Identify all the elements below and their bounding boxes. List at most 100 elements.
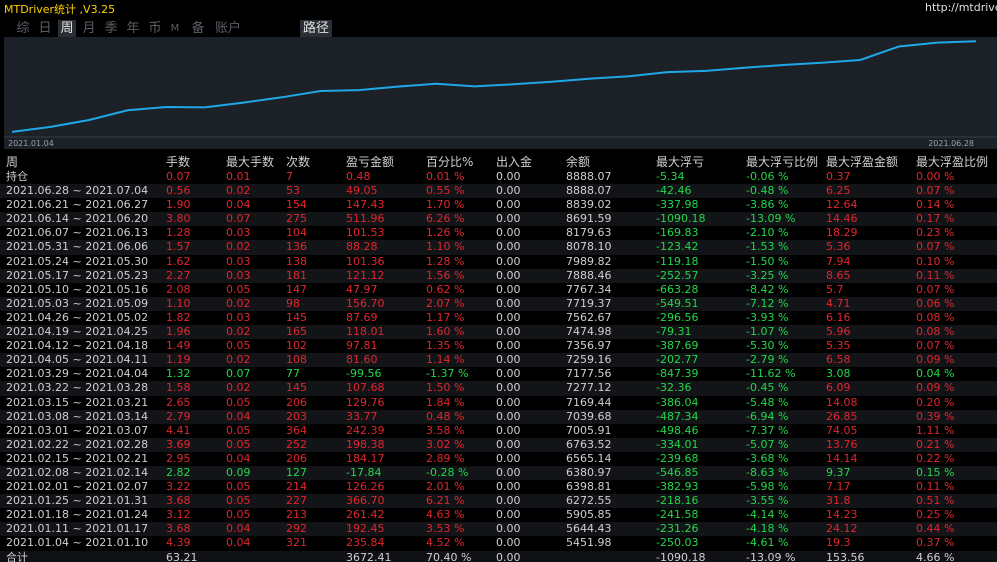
cell-flow: 0.00 (496, 353, 521, 367)
balance-chart-svg: 2021.01.04 2021.06.28 (4, 40, 997, 148)
cell-week: 2021.03.29 ~ 2021.04.04 (6, 367, 149, 381)
table-row[interactable]: 2021.06.07 ~ 2021.06.13 1.28 0.03 104 101.53… (0, 226, 997, 240)
table-row[interactable]: 2021.03.01 ~ 2021.03.07 4.41 0.05 364 242.39… (0, 424, 997, 438)
cell-lots: 1.32 (166, 367, 191, 381)
table-row[interactable]: 2021.03.22 ~ 2021.03.28 1.58 0.02 145 107.68… (0, 381, 997, 396)
tab-account[interactable]: 账户 (214, 21, 241, 36)
cell-max-drawdown: -231.26 (656, 522, 699, 536)
table-row[interactable]: 2021.04.19 ~ 2021.04.25 1.96 0.02 165 118.01… (0, 325, 997, 340)
table-row[interactable]: 2021.05.17 ~ 2021.05.23 2.27 0.03 181 121.12… (0, 268, 997, 283)
cell-max-lots: 0.07 (226, 212, 251, 226)
cell-balance: 7356.97 (566, 339, 612, 353)
cell-lots: 4.41 (166, 423, 191, 437)
cell-max-drawdown: -549.51 (656, 296, 699, 310)
cell-max-drawdown-pct: -5.30 % (746, 339, 789, 353)
table-row[interactable]: 2021.03.15 ~ 2021.03.21 2.65 0.05 206 129.76… (0, 396, 997, 410)
cell-max-drawdown-pct: -6.94 % (746, 409, 789, 423)
col-header-pnl[interactable]: 盈亏金额 (346, 155, 395, 169)
cell-max-drawdown-pct: -7.12 % (746, 296, 789, 310)
cell-pct: 6.26 % (426, 212, 465, 226)
table-row[interactable]: 2021.03.29 ~ 2021.04.04 1.32 0.07 77 -99.56 -… (0, 367, 997, 381)
tab-currency[interactable]: 币 (148, 21, 162, 36)
cell-max-float-profit-pct: 0.07 % (916, 184, 955, 198)
cell-week: 2021.05.10 ~ 2021.05.16 (6, 282, 149, 296)
table-row[interactable]: 2021.04.26 ~ 2021.05.02 1.82 0.03 145 87.69 1… (0, 311, 997, 325)
cell-max-drawdown-pct: -4.61 % (746, 536, 789, 550)
col-header-max-drawdown[interactable]: 最大浮亏 (656, 155, 705, 169)
cell-max-drawdown: -498.46 (656, 423, 699, 437)
title-bar: MTDriver统计 ,V3.25 http://mtdriver.c (0, 0, 997, 16)
cell-flow: 0.00 (496, 480, 521, 494)
cell-max-drawdown-pct: -1.50 % (746, 254, 789, 268)
cell-count: 203 (286, 409, 307, 423)
cell-flow: 0.00 (496, 226, 521, 240)
table-row[interactable]: 2021.04.12 ~ 2021.04.18 1.49 0.05 102 97.81 1… (0, 339, 997, 353)
cell-flow: 0.00 (496, 339, 521, 353)
cell-lots: 2.65 (166, 395, 191, 409)
col-header-balance[interactable]: 余额 (566, 155, 591, 169)
col-header-flow[interactable]: 出入金 (496, 155, 533, 169)
cell-pct: -1.37 % (426, 367, 469, 381)
app-url-link[interactable]: http://mtdriver.c (925, 1, 997, 14)
table-row[interactable]: 2021.01.11 ~ 2021.01.17 3.68 0.04 292 192.45… (0, 522, 997, 537)
cell-max-drawdown-pct: -3.25 % (746, 268, 789, 282)
tab-magic[interactable]: M (170, 23, 180, 34)
cell-pnl: 129.76 (346, 395, 385, 409)
table-row[interactable]: 2021.01.18 ~ 2021.01.24 3.12 0.05 213 261.42… (0, 508, 997, 522)
cell-lots: 1.62 (166, 254, 191, 268)
table-row[interactable]: 2021.05.31 ~ 2021.06.06 1.57 0.02 136 88.28 1… (0, 240, 997, 255)
col-header-pct[interactable]: 百分比% (426, 155, 474, 169)
table-row[interactable]: 2021.01.04 ~ 2021.01.10 4.39 0.04 321 235.84… (0, 536, 997, 550)
holding-row[interactable]: 持仓 0.07 0.01 7 0.48 0.01 % 0.00 8888.07 -5.34 -0.… (0, 170, 997, 184)
table-row[interactable]: 2021.05.10 ~ 2021.05.16 2.08 0.05 147 47.97 0… (0, 283, 997, 297)
table-row[interactable]: 2021.06.21 ~ 2021.06.27 1.90 0.04 154 147.43… (0, 198, 997, 212)
cell-week: 2021.05.17 ~ 2021.05.23 (6, 268, 149, 282)
cell-max-float-profit: 6.16 (826, 310, 851, 324)
cell-max-drawdown: -252.57 (656, 268, 699, 282)
cell-max-float-profit-pct: 0.06 % (916, 296, 955, 310)
tab-year[interactable]: 年 (126, 21, 140, 36)
col-header-max-float-profit-pct[interactable]: 最大浮盈比例 (916, 155, 989, 169)
table-row[interactable]: 2021.03.08 ~ 2021.03.14 2.79 0.04 203 33.77 0… (0, 409, 997, 424)
table-row[interactable]: 2021.05.03 ~ 2021.05.09 1.10 0.02 98 156.70 2… (0, 296, 997, 311)
cell-pct: 6.21 % (426, 494, 465, 508)
tab-path[interactable]: 路径 (300, 20, 332, 37)
table-row[interactable]: 2021.06.28 ~ 2021.07.04 0.56 0.02 53 49.05 0.… (0, 184, 997, 199)
table-row[interactable]: 2021.02.01 ~ 2021.02.07 3.22 0.05 214 126.26… (0, 480, 997, 494)
table-row[interactable]: 2021.04.05 ~ 2021.04.11 1.19 0.02 108 81.60 1… (0, 353, 997, 368)
cell-count: 364 (286, 423, 307, 437)
cell-pct: 1.84 % (426, 395, 465, 409)
cell-pnl: 156.70 (346, 296, 385, 310)
cell-max-float-profit-pct: 0.51 % (916, 494, 955, 508)
table-row[interactable]: 2021.05.24 ~ 2021.05.30 1.62 0.03 138 101.36… (0, 255, 997, 269)
table-row[interactable]: 2021.02.08 ~ 2021.02.14 2.82 0.09 127 -17.84… (0, 465, 997, 481)
cell-balance: 6763.52 (566, 437, 612, 451)
col-header-max-float-profit[interactable]: 最大浮盈金额 (826, 155, 899, 169)
table-row[interactable]: 2021.01.25 ~ 2021.01.31 3.68 0.05 227 366.70… (0, 494, 997, 509)
cell-max-float-profit-pct: 0.15 % (916, 465, 955, 479)
total-row[interactable]: 合计 63.21 3672.41 70.40 % 0.00 -1090.18 -13.09 … (0, 550, 997, 562)
tab-quarter[interactable]: 季 (104, 21, 118, 36)
tab-day[interactable]: 日 (38, 21, 52, 36)
cell-max-drawdown: -169.83 (656, 226, 699, 240)
tab-note[interactable]: 备 (191, 21, 205, 36)
cell-max-float-profit: 5.7 (826, 282, 844, 296)
cell-lots: 2.27 (166, 268, 191, 282)
cell-max-float-profit: 14.23 (826, 508, 858, 522)
table-row[interactable]: 2021.02.22 ~ 2021.02.28 3.69 0.05 252 198.38… (0, 437, 997, 452)
table-row[interactable]: 2021.06.14 ~ 2021.06.20 3.80 0.07 275 511.96… (0, 212, 997, 227)
table-row[interactable]: 2021.02.15 ~ 2021.02.21 2.95 0.04 206 184.17… (0, 452, 997, 466)
tab-week[interactable]: 周 (58, 20, 76, 37)
cell-max-drawdown: -202.77 (656, 353, 699, 367)
tab-summary[interactable]: 综 (16, 21, 30, 36)
col-header-week[interactable]: 周 (6, 155, 19, 169)
col-header-max-drawdown-pct[interactable]: 最大浮亏比例 (746, 155, 819, 169)
tab-month[interactable]: 月 (82, 21, 96, 36)
cell-balance: 7005.91 (566, 423, 612, 437)
col-header-max-lots[interactable]: 最大手数 (226, 155, 275, 169)
cell-count: 77 (286, 367, 300, 381)
cell-week: 2021.04.19 ~ 2021.04.25 (6, 325, 149, 339)
cell-pnl: 511.96 (346, 212, 385, 226)
col-header-count[interactable]: 次数 (286, 155, 311, 169)
col-header-lots[interactable]: 手数 (166, 155, 191, 169)
